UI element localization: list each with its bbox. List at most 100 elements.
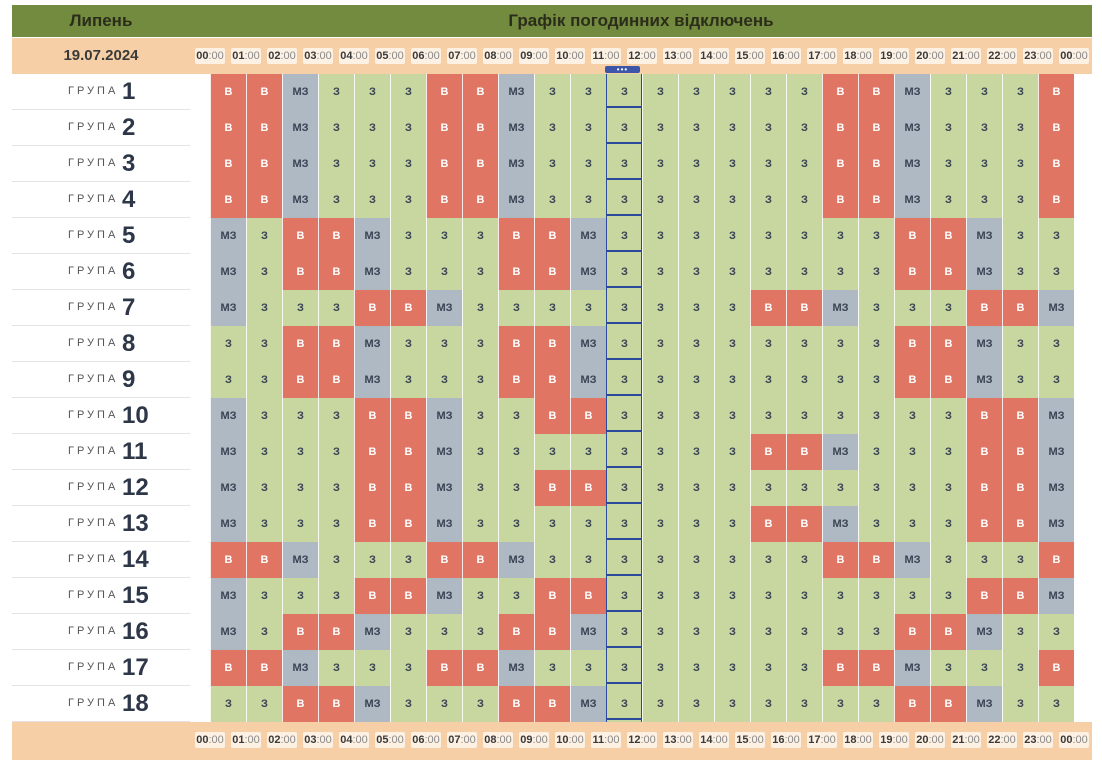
schedule-cell: З: [786, 146, 822, 182]
schedule-cell: З: [750, 362, 786, 398]
group-label: ГРУПА 4: [12, 182, 190, 218]
schedule-cell: В: [822, 542, 858, 578]
schedule-cell: МЗ: [354, 614, 390, 650]
schedule-cell: З: [714, 254, 750, 290]
schedule-cell: З: [606, 74, 642, 110]
schedule-cell: З: [606, 362, 642, 398]
group-number: 5: [122, 222, 136, 249]
current-hour-underline: [606, 214, 641, 216]
schedule-cell: З: [930, 398, 966, 434]
schedule-cell: В: [1038, 182, 1074, 218]
current-hour-underline: [606, 574, 641, 576]
group-label: ГРУПА 14: [12, 542, 190, 578]
schedule-cell: МЗ: [426, 398, 462, 434]
schedule-cell: МЗ: [822, 506, 858, 542]
current-hour-underline: [606, 538, 641, 540]
schedule-cell: З: [1002, 542, 1038, 578]
schedule-cell: З: [894, 470, 930, 506]
current-hour-underline: [606, 358, 641, 360]
schedule-cell: З: [750, 686, 786, 722]
schedule-cell: З: [642, 506, 678, 542]
schedule-cell: З: [642, 218, 678, 254]
schedule-cell: В: [462, 650, 498, 686]
schedule-cell: З: [534, 506, 570, 542]
schedule-cell: З: [966, 650, 1002, 686]
schedule-cell: З: [390, 542, 426, 578]
schedule-cell: З: [282, 578, 318, 614]
schedule-cell: З: [858, 398, 894, 434]
month-label: Липень: [69, 11, 133, 30]
schedule-cell: МЗ: [282, 146, 318, 182]
schedule-cell: З: [318, 434, 354, 470]
schedule-cell: З: [534, 290, 570, 326]
schedule-cell: МЗ: [894, 146, 930, 182]
schedule-cell: З: [678, 110, 714, 146]
schedule-cell: З: [606, 650, 642, 686]
schedule-cell: З: [642, 470, 678, 506]
schedule-cell: З: [1002, 74, 1038, 110]
schedule-cell: В: [498, 326, 534, 362]
schedule-cell: З: [354, 542, 390, 578]
group-word: ГРУПА: [68, 589, 119, 601]
schedule-cell: З: [678, 290, 714, 326]
schedule-cell: З: [786, 470, 822, 506]
schedule-cell: З: [570, 506, 606, 542]
schedule-cell: В: [426, 542, 462, 578]
group-word: ГРУПА: [68, 121, 119, 133]
schedule-cell: В: [786, 434, 822, 470]
schedule-cell: З: [858, 218, 894, 254]
schedule-cell: В: [282, 362, 318, 398]
schedule-cell: З: [390, 110, 426, 146]
group-row: ГРУПА 8 З З В В МЗ З З З В В МЗ З З З З З З З З В В МЗ З З: [12, 326, 1092, 362]
schedule-cell: З: [462, 578, 498, 614]
schedule-cell: В: [966, 506, 1002, 542]
hour-tick-3: 03:00: [303, 48, 333, 64]
schedule-cell: З: [570, 434, 606, 470]
schedule-cell: З: [642, 290, 678, 326]
schedule-cell: В: [282, 254, 318, 290]
schedule-cell: МЗ: [570, 614, 606, 650]
schedule-cell: В: [750, 290, 786, 326]
schedule-cell: В: [966, 470, 1002, 506]
schedule-cell: В: [390, 578, 426, 614]
group-row: ГРУПА 17 В В МЗ З З З В В МЗ З З З З З З З З В В МЗ З З З В: [12, 650, 1092, 686]
schedule-cell: З: [714, 434, 750, 470]
hour-tick-14: 14:00: [699, 48, 729, 64]
hour-tick-11: 11:00: [591, 732, 621, 748]
schedule-cell: З: [714, 506, 750, 542]
schedule-cell: В: [246, 650, 282, 686]
schedule-cell: З: [750, 542, 786, 578]
schedule-cell: В: [894, 254, 930, 290]
schedule-cell: МЗ: [426, 434, 462, 470]
schedule-cell: МЗ: [1038, 290, 1074, 326]
current-hour-underline: [606, 394, 641, 396]
schedule-cell: З: [714, 362, 750, 398]
schedule-cell: З: [642, 326, 678, 362]
schedule-cell: З: [1002, 218, 1038, 254]
current-hour-marker: •••: [605, 66, 640, 74]
hour-tick-6: 06:00: [411, 732, 441, 748]
current-hour-underline: [606, 178, 641, 180]
current-hour-underline: [606, 322, 641, 324]
schedule-cell: В: [246, 74, 282, 110]
schedule-cell: МЗ: [1038, 470, 1074, 506]
schedule-cell: В: [1038, 146, 1074, 182]
schedule-cell: З: [390, 146, 426, 182]
schedule-cell: З: [390, 362, 426, 398]
group-number: 8: [122, 330, 136, 357]
schedule-cell: МЗ: [282, 74, 318, 110]
schedule-cell: З: [1038, 218, 1074, 254]
hour-tick-10: 10:00: [555, 732, 585, 748]
schedule-cell: МЗ: [354, 218, 390, 254]
current-hour-underline: [606, 610, 641, 612]
hour-tick-1: 01:00: [231, 732, 261, 748]
schedule-cell: З: [714, 398, 750, 434]
schedule-cell: З: [462, 218, 498, 254]
schedule-cell: З: [390, 74, 426, 110]
schedule-cell: З: [390, 650, 426, 686]
schedule-cell: З: [570, 74, 606, 110]
schedule-cell: З: [1002, 254, 1038, 290]
schedule-cell: В: [318, 686, 354, 722]
schedule-cell: З: [678, 506, 714, 542]
schedule-cell: В: [822, 650, 858, 686]
